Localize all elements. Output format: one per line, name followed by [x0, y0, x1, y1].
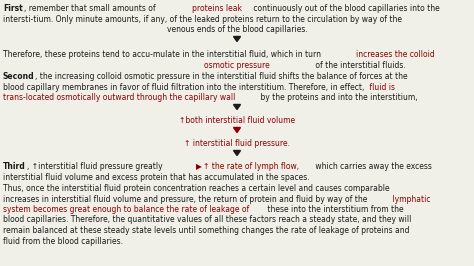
Text: increases in interstitial fluid volume and pressure, the return of protein and f: increases in interstitial fluid volume a… [3, 194, 367, 203]
Text: blood capillary membranes in favor of fluid filtration into the interstitium. Th: blood capillary membranes in favor of fl… [3, 82, 365, 92]
Text: blood capillaries. Therefore, the quantitative values of all these factors reach: blood capillaries. Therefore, the quanti… [3, 215, 411, 225]
Text: proteins leak: proteins leak [192, 4, 242, 13]
Text: continuously out of the blood capillaries into the: continuously out of the blood capillarie… [251, 4, 440, 13]
Text: ↑ interstitial fluid pressure.: ↑ interstitial fluid pressure. [184, 139, 290, 148]
Text: ↑both interstitial fluid volume: ↑both interstitial fluid volume [179, 116, 295, 125]
Polygon shape [234, 36, 240, 41]
Text: Thus, once the interstitial fluid protein concentration reaches a certain level : Thus, once the interstitial fluid protei… [3, 184, 390, 193]
Text: venous ends of the blood capillaries.: venous ends of the blood capillaries. [167, 25, 307, 34]
Text: osmotic pressure: osmotic pressure [204, 60, 270, 69]
Text: increases the colloid: increases the colloid [356, 50, 435, 59]
Text: intersti-tium. Only minute amounts, if any, of the leaked proteins return to the: intersti-tium. Only minute amounts, if a… [3, 15, 402, 23]
Text: , remember that small amounts of: , remember that small amounts of [24, 4, 158, 13]
Text: system becomes great enough to balance the rate of leakage of: system becomes great enough to balance t… [3, 205, 249, 214]
Text: lymphatic: lymphatic [390, 194, 430, 203]
Text: remain balanced at these steady state levels until something changes the rate of: remain balanced at these steady state le… [3, 226, 410, 235]
Text: of the interstitial fluids.: of the interstitial fluids. [313, 60, 406, 69]
Text: these into the interstitium from the: these into the interstitium from the [265, 205, 404, 214]
Text: Therefore, these proteins tend to accu-mulate in the interstitial fluid, which i: Therefore, these proteins tend to accu-m… [3, 50, 321, 59]
Text: fluid from the blood capillaries.: fluid from the blood capillaries. [3, 236, 123, 246]
Polygon shape [234, 127, 240, 132]
Text: , ↑interstitial fluid pressure greatly: , ↑interstitial fluid pressure greatly [27, 162, 165, 171]
Text: First: First [3, 4, 23, 13]
Text: Third: Third [3, 162, 26, 171]
Text: fluid is: fluid is [367, 82, 395, 92]
Text: ↑ the rate of lymph flow,: ↑ the rate of lymph flow, [203, 162, 299, 171]
Polygon shape [234, 151, 240, 156]
Text: trans-located osmotically outward through the capillary wall: trans-located osmotically outward throug… [3, 93, 236, 102]
Text: which carries away the excess: which carries away the excess [313, 162, 432, 171]
Text: interstitial fluid volume and excess protein that has accumulated in the spaces.: interstitial fluid volume and excess pro… [3, 172, 310, 181]
Text: by the proteins and into the interstitium,: by the proteins and into the interstitiu… [258, 93, 418, 102]
Text: ▶: ▶ [196, 162, 202, 171]
Text: Second: Second [3, 72, 35, 81]
Text: , the increasing colloid osmotic pressure in the interstitial fluid shifts the b: , the increasing colloid osmotic pressur… [35, 72, 408, 81]
Polygon shape [234, 105, 240, 110]
